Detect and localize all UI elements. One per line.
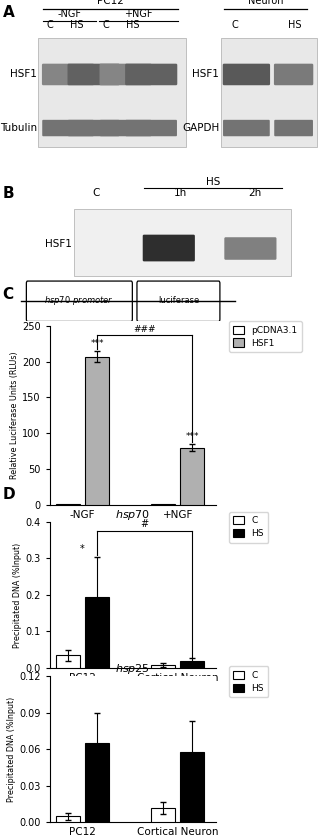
Text: #: #: [140, 519, 149, 529]
Text: ***: ***: [186, 433, 199, 441]
Text: HS: HS: [126, 20, 140, 30]
Legend: pCDNA3.1, HSF1: pCDNA3.1, HSF1: [229, 321, 302, 352]
Text: Tubulin: Tubulin: [0, 123, 37, 133]
Bar: [74, 209, 291, 276]
Text: 1h: 1h: [174, 188, 188, 198]
Text: HS: HS: [206, 177, 220, 187]
FancyBboxPatch shape: [68, 63, 120, 85]
FancyBboxPatch shape: [224, 237, 276, 260]
Y-axis label: Relative Luciferase Units (RLUs): Relative Luciferase Units (RLUs): [10, 352, 19, 479]
Text: C: C: [3, 287, 14, 301]
Bar: [56, 817, 80, 822]
Text: +NGF: +NGF: [124, 9, 153, 19]
FancyBboxPatch shape: [100, 119, 151, 136]
FancyBboxPatch shape: [274, 119, 313, 136]
Legend: C, HS: C, HS: [229, 666, 268, 697]
Bar: [56, 504, 80, 505]
Text: ###: ###: [133, 325, 156, 333]
Text: C: C: [102, 20, 109, 30]
Text: Cortical
Neuron: Cortical Neuron: [247, 0, 284, 6]
Text: ***: ***: [90, 339, 104, 348]
FancyBboxPatch shape: [42, 119, 94, 136]
Bar: [151, 665, 175, 668]
FancyBboxPatch shape: [42, 63, 94, 85]
Bar: [85, 597, 109, 668]
Y-axis label: Precipitated DNA (%Input): Precipitated DNA (%Input): [7, 696, 16, 802]
Text: HSF1: HSF1: [45, 239, 72, 249]
FancyBboxPatch shape: [125, 119, 177, 136]
Bar: [180, 752, 204, 822]
FancyBboxPatch shape: [26, 281, 132, 321]
Text: C: C: [46, 20, 53, 30]
Text: HSF1: HSF1: [10, 69, 37, 79]
Bar: [56, 655, 80, 668]
Bar: [85, 743, 109, 822]
Text: *: *: [80, 544, 85, 554]
Text: 2h: 2h: [248, 188, 261, 198]
Text: C: C: [92, 188, 100, 198]
Text: GAPDH: GAPDH: [182, 123, 219, 133]
Text: C: C: [232, 20, 239, 30]
Bar: [151, 504, 175, 505]
Bar: [180, 661, 204, 668]
Title: $hsp25$: $hsp25$: [115, 662, 150, 676]
FancyBboxPatch shape: [223, 119, 270, 136]
Text: D: D: [3, 488, 15, 502]
FancyBboxPatch shape: [100, 63, 152, 85]
Text: PC12: PC12: [97, 0, 124, 6]
Text: HS: HS: [288, 20, 301, 30]
Text: A: A: [3, 5, 14, 20]
Title: $hsp70$: $hsp70$: [115, 508, 150, 522]
Bar: [221, 38, 317, 147]
Bar: [151, 808, 175, 822]
Bar: [180, 448, 204, 505]
Text: B: B: [3, 186, 14, 201]
Text: $hsp70$ promoter: $hsp70$ promoter: [44, 294, 114, 307]
Y-axis label: Precipitated DNA (%Input): Precipitated DNA (%Input): [13, 542, 22, 648]
Bar: [85, 357, 109, 505]
FancyBboxPatch shape: [125, 63, 177, 85]
FancyBboxPatch shape: [223, 63, 270, 85]
Text: luciferase: luciferase: [158, 296, 199, 306]
Text: HS: HS: [70, 20, 84, 30]
Bar: [38, 38, 186, 147]
FancyBboxPatch shape: [68, 119, 119, 136]
Text: HSF1: HSF1: [192, 69, 219, 79]
Text: -NGF: -NGF: [58, 9, 81, 19]
FancyBboxPatch shape: [274, 63, 313, 85]
Legend: C, HS: C, HS: [229, 512, 268, 543]
FancyBboxPatch shape: [137, 281, 220, 321]
FancyBboxPatch shape: [143, 235, 195, 261]
